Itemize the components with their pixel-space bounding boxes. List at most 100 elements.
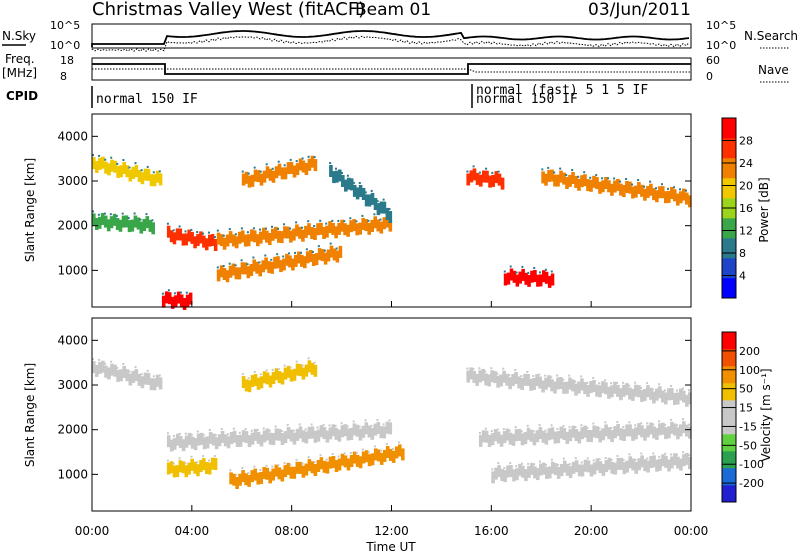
echo-cell <box>562 460 567 473</box>
echo-speckle <box>240 227 243 230</box>
echo-cell <box>604 382 608 395</box>
echo-speckle <box>676 389 678 392</box>
echo-cell <box>172 232 177 245</box>
echo-cell <box>95 160 99 173</box>
echo-cell <box>670 421 674 434</box>
echo-cell <box>466 370 470 383</box>
echo-cell <box>125 369 129 382</box>
echo-cell <box>219 265 224 278</box>
echo-speckle <box>382 198 385 201</box>
echo-speckle <box>532 430 535 433</box>
echo-cell <box>262 430 267 443</box>
echo-speckle <box>643 185 646 188</box>
echo-cell <box>320 249 325 262</box>
echo-cell <box>538 427 543 440</box>
echo-speckle <box>484 427 487 430</box>
echo-cell <box>673 423 677 436</box>
echo-cell <box>331 222 335 235</box>
echo-cell <box>622 185 626 197</box>
echo-speckle <box>349 217 352 220</box>
echo-speckle <box>289 463 292 466</box>
echo-speckle <box>616 381 619 384</box>
echo-cell <box>643 388 647 401</box>
colorbar-tick-label: 15 <box>739 402 753 415</box>
echo-speckle <box>316 426 319 429</box>
echo-speckle <box>586 426 589 429</box>
echo-cell <box>166 225 171 238</box>
echo-cell <box>343 455 348 468</box>
echo-cell <box>616 384 620 397</box>
echo-band <box>466 165 505 190</box>
echo-cell <box>334 427 339 440</box>
echo-speckle <box>679 188 681 191</box>
echo-cell <box>268 375 273 388</box>
echo-cell <box>670 187 674 199</box>
echo-speckle <box>277 227 279 230</box>
echo-speckle <box>250 429 253 432</box>
echo-cell <box>317 248 322 261</box>
echo-cell <box>222 237 227 250</box>
echo-cell <box>502 431 507 444</box>
echo-speckle <box>152 375 155 378</box>
echo-speckle <box>640 422 643 425</box>
echo-cell <box>109 216 114 229</box>
echo-cell <box>352 423 357 436</box>
echo-cell <box>268 432 273 445</box>
echo-cell <box>547 169 551 182</box>
echo-cell <box>259 173 264 186</box>
colorbar-tick-label: 200 <box>739 345 760 358</box>
echo-speckle <box>337 455 340 458</box>
echo-speckle <box>282 255 285 258</box>
echo-cell <box>481 430 486 443</box>
echo-cell <box>637 385 641 398</box>
echo-cell <box>500 177 505 190</box>
echo-cell <box>184 465 188 478</box>
echo-cell <box>152 378 157 391</box>
echo-speckle <box>577 175 580 178</box>
echo-speckle <box>592 377 595 379</box>
velocity-ylabel: Slant Range [km] <box>23 363 37 467</box>
echo-cell <box>289 161 294 174</box>
echo-cell <box>104 161 108 174</box>
echo-cell <box>622 462 627 475</box>
x-tick-label: 08:00 <box>274 524 309 538</box>
echo-speckle <box>304 428 307 431</box>
echo-cell <box>175 433 180 446</box>
echo-cell <box>505 373 509 386</box>
echo-cell <box>664 392 668 405</box>
echo-cell <box>541 380 545 393</box>
echo-speckle <box>247 172 250 175</box>
echo-cell <box>271 170 276 183</box>
echo-speckle <box>310 423 313 426</box>
echo-cell <box>541 430 546 443</box>
echo-cell <box>322 460 327 473</box>
echo-cell <box>391 450 396 463</box>
echo-cell <box>166 435 171 448</box>
echo-speckle <box>228 228 231 231</box>
echo-cell <box>469 367 473 380</box>
echo-speckle <box>228 262 231 265</box>
echo-cell <box>340 425 345 438</box>
echo-cell <box>316 429 321 442</box>
echo-cell <box>104 365 108 378</box>
colorbar-segment <box>722 278 736 299</box>
echo-cell <box>511 374 515 386</box>
echo-speckle <box>262 427 265 430</box>
echo-cell <box>496 375 500 388</box>
echo-cell <box>542 270 546 283</box>
echo-cell <box>685 394 689 407</box>
echo-speckle <box>166 432 169 435</box>
echo-speckle <box>544 429 547 432</box>
echo-cell <box>658 458 662 471</box>
echo-speckle <box>252 227 255 230</box>
echo-cell <box>178 435 183 448</box>
echo-speckle <box>544 374 547 377</box>
echo-speckle <box>610 382 613 385</box>
echo-cell <box>385 421 390 434</box>
echo-speckle <box>559 167 562 170</box>
echo-speckle <box>562 378 565 381</box>
echo-cell <box>178 228 183 241</box>
echo-cell <box>523 373 527 386</box>
echo-cell <box>178 460 183 473</box>
echo-cell <box>518 271 522 284</box>
